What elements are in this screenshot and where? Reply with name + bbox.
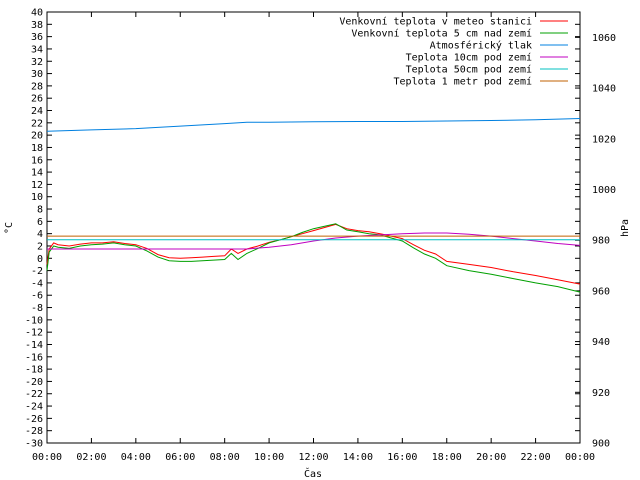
x-tick-label: 08:00: [210, 452, 240, 463]
y-left-tick-label: 24: [31, 106, 43, 117]
y-right-axis-label: hPa: [620, 219, 631, 237]
y-right-ticks: 1060 1040 1020 1000 980 960 940 920 900: [575, 33, 616, 450]
y-left-tick-label: -14: [25, 340, 43, 351]
y-left-tick-label: 14: [31, 168, 43, 179]
x-tick-label: 06:00: [165, 452, 195, 463]
legend: Venkovní teplota v meteo staniciVenkovní…: [339, 16, 568, 88]
legend-label-1: Venkovní teplota 5 cm nad zemí: [351, 28, 532, 40]
y-right-tick-label: 1040: [592, 84, 616, 95]
x-tick-label: 02:00: [76, 452, 106, 463]
x-tick-label: 00:00: [565, 452, 595, 463]
y-left-tick-label: 0: [37, 254, 43, 265]
x-tick-label: 14:00: [343, 452, 373, 463]
x-tick-label: 00:00: [32, 452, 62, 463]
y-right-tick-label: 900: [592, 439, 610, 450]
y-left-tick-label: 38: [31, 20, 43, 31]
x-tick-label: 04:00: [121, 452, 151, 463]
y-left-tick-label: -22: [25, 389, 43, 400]
legend-label-5: Teplota 1 metr pod zemí: [394, 76, 532, 88]
y-left-tick-label: -26: [25, 414, 43, 425]
y-left-tick-label: 2: [37, 241, 43, 252]
legend-label-2: Atmosférický tlak: [430, 40, 532, 52]
legend-label-0: Venkovní teplota v meteo stanici: [339, 16, 532, 28]
y-left-tick-label: -2: [31, 266, 43, 277]
y-left-tick-label: 36: [31, 32, 43, 43]
y-left-tick-label: -4: [31, 278, 43, 289]
y-left-tick-label: -20: [25, 377, 43, 388]
y-left-tick-label: -10: [25, 315, 43, 326]
y-left-tick-label: 26: [31, 94, 43, 105]
y-left-tick-label: 16: [31, 155, 43, 166]
series-line-3: [47, 232, 581, 250]
y-left-ticks: 4038363432302826242220181614121086420-2-…: [25, 8, 580, 450]
y-left-tick-label: 40: [31, 8, 43, 19]
y-left-tick-label: 12: [31, 180, 43, 191]
y-left-tick-label: 28: [31, 81, 43, 92]
y-right-tick-label: 1020: [592, 134, 616, 145]
y-left-tick-label: 4: [37, 229, 43, 240]
y-left-tick-label: 10: [31, 192, 43, 203]
y-left-tick-label: 34: [31, 44, 43, 55]
x-tick-label: 10:00: [254, 452, 284, 463]
x-tick-label: 16:00: [387, 452, 417, 463]
y-left-tick-label: 22: [31, 118, 43, 129]
y-right-tick-label: 1060: [592, 33, 616, 44]
y-left-tick-label: -28: [25, 426, 43, 437]
legend-label-3: Teplota 10cm pod zemí: [406, 52, 532, 64]
y-left-tick-label: 8: [37, 205, 43, 216]
x-tick-label: 18:00: [432, 452, 462, 463]
y-right-tick-label: 960: [592, 286, 610, 297]
y-right-tick-label: 1000: [592, 185, 616, 196]
x-tick-label: 12:00: [298, 452, 328, 463]
y-left-tick-label: -30: [25, 439, 43, 450]
y-right-tick-label: 920: [592, 388, 610, 399]
y-right-tick-label: 940: [592, 337, 610, 348]
series-line-2: [46, 118, 581, 132]
series-lines: [46, 118, 581, 293]
x-axis-label: Čas: [304, 467, 322, 480]
y-left-tick-label: 32: [31, 57, 43, 68]
legend-label-4: Teplota 50cm pod zemí: [406, 64, 532, 76]
y-left-tick-label: -18: [25, 365, 43, 376]
y-left-axis-label: °C: [4, 222, 15, 234]
y-left-tick-label: -12: [25, 328, 43, 339]
y-left-tick-label: 18: [31, 143, 43, 154]
y-left-tick-label: -8: [31, 303, 43, 314]
x-tick-label: 22:00: [521, 452, 551, 463]
y-left-tick-label: 30: [31, 69, 43, 80]
series-line-1: [46, 223, 581, 293]
y-right-tick-label: 980: [592, 236, 610, 247]
y-left-tick-label: 6: [37, 217, 43, 228]
y-left-tick-label: 20: [31, 131, 43, 142]
series-line-0: [46, 223, 581, 285]
x-tick-label: 20:00: [476, 452, 506, 463]
y-left-tick-label: -16: [25, 352, 43, 363]
x-ticks: 00:00 02:00 04:00 06:00 08:00 10:00 12:00 14:00…: [32, 12, 595, 463]
y-left-tick-label: -24: [25, 402, 43, 413]
y-left-tick-label: -6: [31, 291, 43, 302]
